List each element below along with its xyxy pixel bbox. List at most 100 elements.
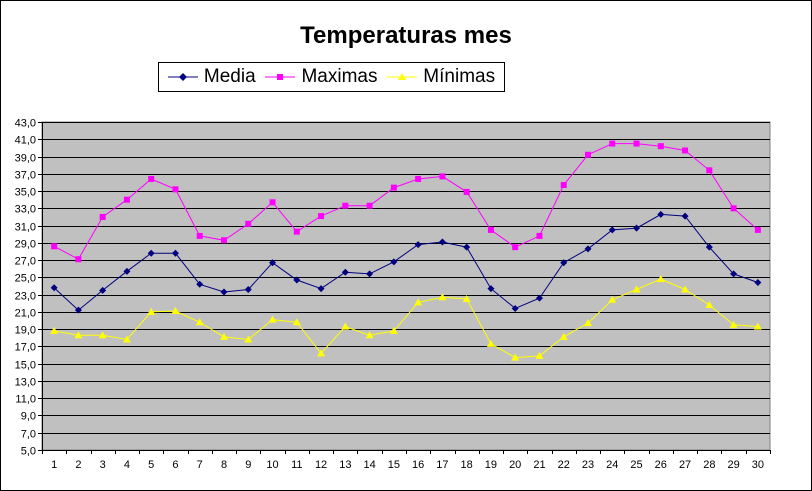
data-point-2 <box>148 175 155 182</box>
data-point-3 <box>535 351 544 359</box>
data-point-1 <box>341 268 349 276</box>
legend-swatch-media <box>167 73 198 81</box>
data-point-2 <box>51 243 58 250</box>
x-tick-label: 26 <box>655 459 667 471</box>
data-point-1 <box>560 259 568 267</box>
y-tick-label: 15,0 <box>15 360 36 372</box>
data-point-2 <box>390 184 397 191</box>
y-tick-label: 29,0 <box>15 239 36 251</box>
x-tick-label: 9 <box>245 459 251 471</box>
data-point-2 <box>657 143 664 150</box>
data-point-2 <box>536 232 543 239</box>
series-line-3 <box>54 278 758 359</box>
x-tick-label: 10 <box>266 459 278 471</box>
data-point-2 <box>463 188 470 195</box>
data-point-2 <box>269 199 276 206</box>
data-point-3 <box>195 318 204 326</box>
data-point-3 <box>584 319 592 327</box>
x-tick-label: 15 <box>388 459 400 471</box>
data-point-3 <box>220 332 228 340</box>
data-point-1 <box>511 304 519 312</box>
data-point-2 <box>415 175 422 182</box>
data-point-3 <box>438 293 447 301</box>
data-point-2 <box>560 182 567 189</box>
data-point-2 <box>730 205 737 212</box>
data-point-2 <box>245 220 252 227</box>
data-point-3 <box>705 300 714 308</box>
legend-swatch-maximas <box>265 74 296 80</box>
y-tick-label: 33,0 <box>15 204 36 216</box>
y-tick-label: 21,0 <box>15 308 36 320</box>
y-tick-label: 43,0 <box>15 118 36 130</box>
data-point-2 <box>754 226 761 233</box>
data-point-2 <box>609 140 616 147</box>
data-point-2 <box>633 140 640 147</box>
data-point-1 <box>74 306 82 314</box>
series-line-1 <box>53 213 759 311</box>
data-point-1 <box>269 259 277 267</box>
data-point-1 <box>730 270 738 278</box>
y-tick-label: 39,0 <box>15 153 36 165</box>
data-point-1 <box>317 285 325 293</box>
data-point-2 <box>706 167 713 174</box>
data-point-3 <box>486 339 495 347</box>
y-tick-label: 27,0 <box>15 256 36 268</box>
data-point-3 <box>414 298 423 306</box>
data-point-3 <box>74 331 83 339</box>
data-point-2 <box>196 232 203 239</box>
y-tick-label: 7,0 <box>21 429 36 441</box>
x-tick-label: 27 <box>679 459 691 471</box>
data-point-1 <box>633 224 641 232</box>
x-tick-label: 28 <box>703 459 715 471</box>
x-tick-label: 14 <box>363 459 375 471</box>
data-point-3 <box>389 326 398 334</box>
data-point-1 <box>681 212 689 220</box>
y-tick-label: 13,0 <box>15 377 36 389</box>
data-point-1 <box>754 279 762 287</box>
data-point-1 <box>99 286 107 294</box>
legend-label-media: Media <box>203 66 256 87</box>
data-point-2 <box>221 237 227 244</box>
data-point-2 <box>342 202 349 209</box>
y-tick-label: 5,0 <box>21 446 36 458</box>
y-tick-label: 17,0 <box>15 342 36 354</box>
x-tick-label: 22 <box>558 459 570 471</box>
data-point-1 <box>366 270 374 278</box>
x-tick-label: 3 <box>100 459 106 471</box>
x-tick-label: 17 <box>436 459 448 471</box>
data-point-1 <box>438 238 446 246</box>
data-point-2 <box>318 213 325 220</box>
data-point-3 <box>98 331 107 339</box>
x-tick-label: 25 <box>630 459 642 471</box>
x-tick-label: 2 <box>75 459 81 471</box>
x-tick-label: 24 <box>606 459 618 471</box>
y-tick-label: 19,0 <box>15 325 36 337</box>
x-tick-label: 5 <box>148 459 154 471</box>
x-tick-label: 8 <box>221 459 227 471</box>
chart-title: Temperaturas mes <box>300 22 512 49</box>
x-tick-label: 18 <box>461 459 473 471</box>
data-point-2 <box>366 202 373 209</box>
data-point-3 <box>632 285 641 293</box>
series-line-2 <box>53 143 759 260</box>
y-tick-label: 37,0 <box>15 170 36 182</box>
data-point-1 <box>705 243 713 251</box>
data-point-2 <box>585 151 591 158</box>
x-tick-label: 23 <box>582 459 594 471</box>
x-tick-label: 21 <box>533 459 545 471</box>
data-point-3 <box>50 326 59 334</box>
x-tick-label: 4 <box>124 459 130 471</box>
data-point-3 <box>317 349 326 357</box>
data-point-2 <box>293 228 300 235</box>
data-point-1 <box>535 294 543 302</box>
data-point-3 <box>511 353 520 361</box>
x-tick-label: 16 <box>412 459 424 471</box>
data-point-1 <box>244 285 252 293</box>
legend-label-minimas: Mínimas <box>423 66 496 87</box>
data-point-3 <box>656 275 665 283</box>
data-point-2 <box>99 213 106 220</box>
data-point-1 <box>390 258 398 266</box>
data-point-2 <box>75 256 82 263</box>
data-point-1 <box>608 226 616 234</box>
